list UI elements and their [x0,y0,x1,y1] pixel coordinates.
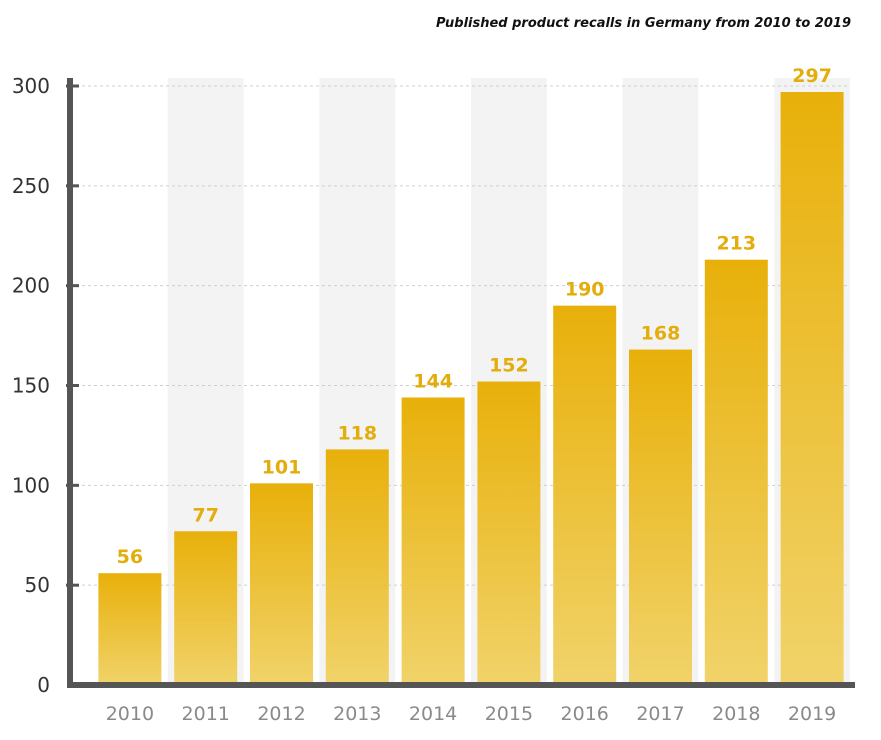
x-tick-label: 2018 [712,703,760,725]
bar [629,349,692,685]
data-label: 168 [641,323,681,345]
x-tick-label: 2012 [257,703,305,725]
data-label: 144 [413,370,453,392]
y-tick-label: 250 [12,174,50,198]
x-tick-label: 2013 [333,703,381,725]
data-label: 118 [337,422,377,444]
data-label: 190 [565,279,605,301]
chart-title: Published product recalls in Germany fro… [435,16,851,31]
data-label: 152 [489,355,529,377]
data-label: 213 [716,233,756,255]
bar [553,305,617,685]
bar [325,449,389,685]
bar [174,531,238,685]
bar [704,259,768,685]
y-tick-label: 100 [12,473,50,497]
y-tick-labels: 0 50 100 150 200 250 300 [12,74,50,697]
x-tick-label: 2015 [485,703,533,725]
bar [477,381,541,685]
x-tick-label: 2019 [788,703,836,725]
x-tick-label: 2011 [182,703,230,725]
y-tick-label: 200 [12,274,50,298]
bar [780,91,844,686]
bar [401,397,465,685]
x-tick-label: 2017 [636,703,684,725]
data-label: 77 [192,504,218,526]
bar [98,573,162,685]
x-tick-label: 2010 [106,703,154,725]
data-label: 101 [262,456,302,478]
data-label: 56 [117,546,143,568]
bar [250,483,313,685]
data-label: 297 [792,65,832,87]
x-tick-label: 2014 [409,703,457,725]
x-tick-labels: 2010 2011 2012 2013 2014 2015 2016 2017 2018 2019 [106,703,837,725]
y-tick-label: 300 [12,74,50,98]
axes [66,78,855,688]
bars [98,91,844,686]
y-tick-label: 0 [37,673,50,697]
x-tick-label: 2016 [561,703,609,725]
value-labels: 56 77 101 118 144 152 190 168 213 297 [117,65,832,568]
y-tick-label: 50 [25,573,50,597]
y-tick-label: 150 [12,374,50,398]
